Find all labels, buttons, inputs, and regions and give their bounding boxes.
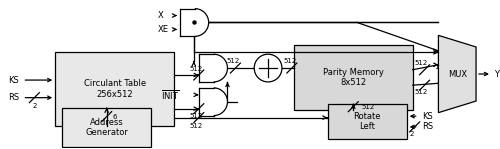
Text: 2: 2 (410, 131, 414, 137)
Text: 512: 512 (227, 58, 240, 64)
Text: $\overline{\rm INIT}$: $\overline{\rm INIT}$ (160, 88, 179, 102)
Text: 6: 6 (112, 114, 117, 120)
Text: 512: 512 (415, 89, 428, 95)
Wedge shape (214, 54, 228, 82)
Text: Parity Memory
8x512: Parity Memory 8x512 (323, 68, 384, 87)
Text: MUX: MUX (448, 69, 467, 79)
Text: Y: Y (494, 69, 499, 79)
Bar (180, 9, 195, 36)
Text: 512: 512 (283, 58, 296, 64)
Wedge shape (195, 9, 208, 36)
Wedge shape (214, 88, 228, 116)
Text: Circulant Table
256x512: Circulant Table 256x512 (84, 79, 146, 99)
Bar (62, 108, 151, 147)
Circle shape (254, 54, 282, 82)
Text: 2: 2 (32, 103, 36, 109)
Text: 1: 1 (434, 64, 439, 70)
Bar (55, 52, 174, 125)
Text: KS: KS (422, 112, 434, 121)
Bar (199, 54, 214, 82)
Text: RS: RS (422, 122, 434, 131)
Bar (199, 88, 214, 116)
Text: Address
Generator: Address Generator (85, 118, 128, 137)
Text: RS: RS (8, 93, 20, 102)
Text: 512: 512 (415, 60, 428, 66)
Text: 512: 512 (361, 104, 374, 110)
Text: 512: 512 (189, 122, 202, 129)
Bar (294, 45, 412, 110)
Bar (328, 104, 406, 139)
Text: 512: 512 (189, 113, 202, 119)
Text: KS: KS (8, 76, 20, 85)
Text: 512: 512 (189, 66, 202, 72)
Polygon shape (438, 35, 476, 113)
Text: XE: XE (158, 25, 169, 34)
Text: X: X (158, 11, 164, 20)
Text: Rotate
Left: Rotate Left (354, 112, 381, 131)
